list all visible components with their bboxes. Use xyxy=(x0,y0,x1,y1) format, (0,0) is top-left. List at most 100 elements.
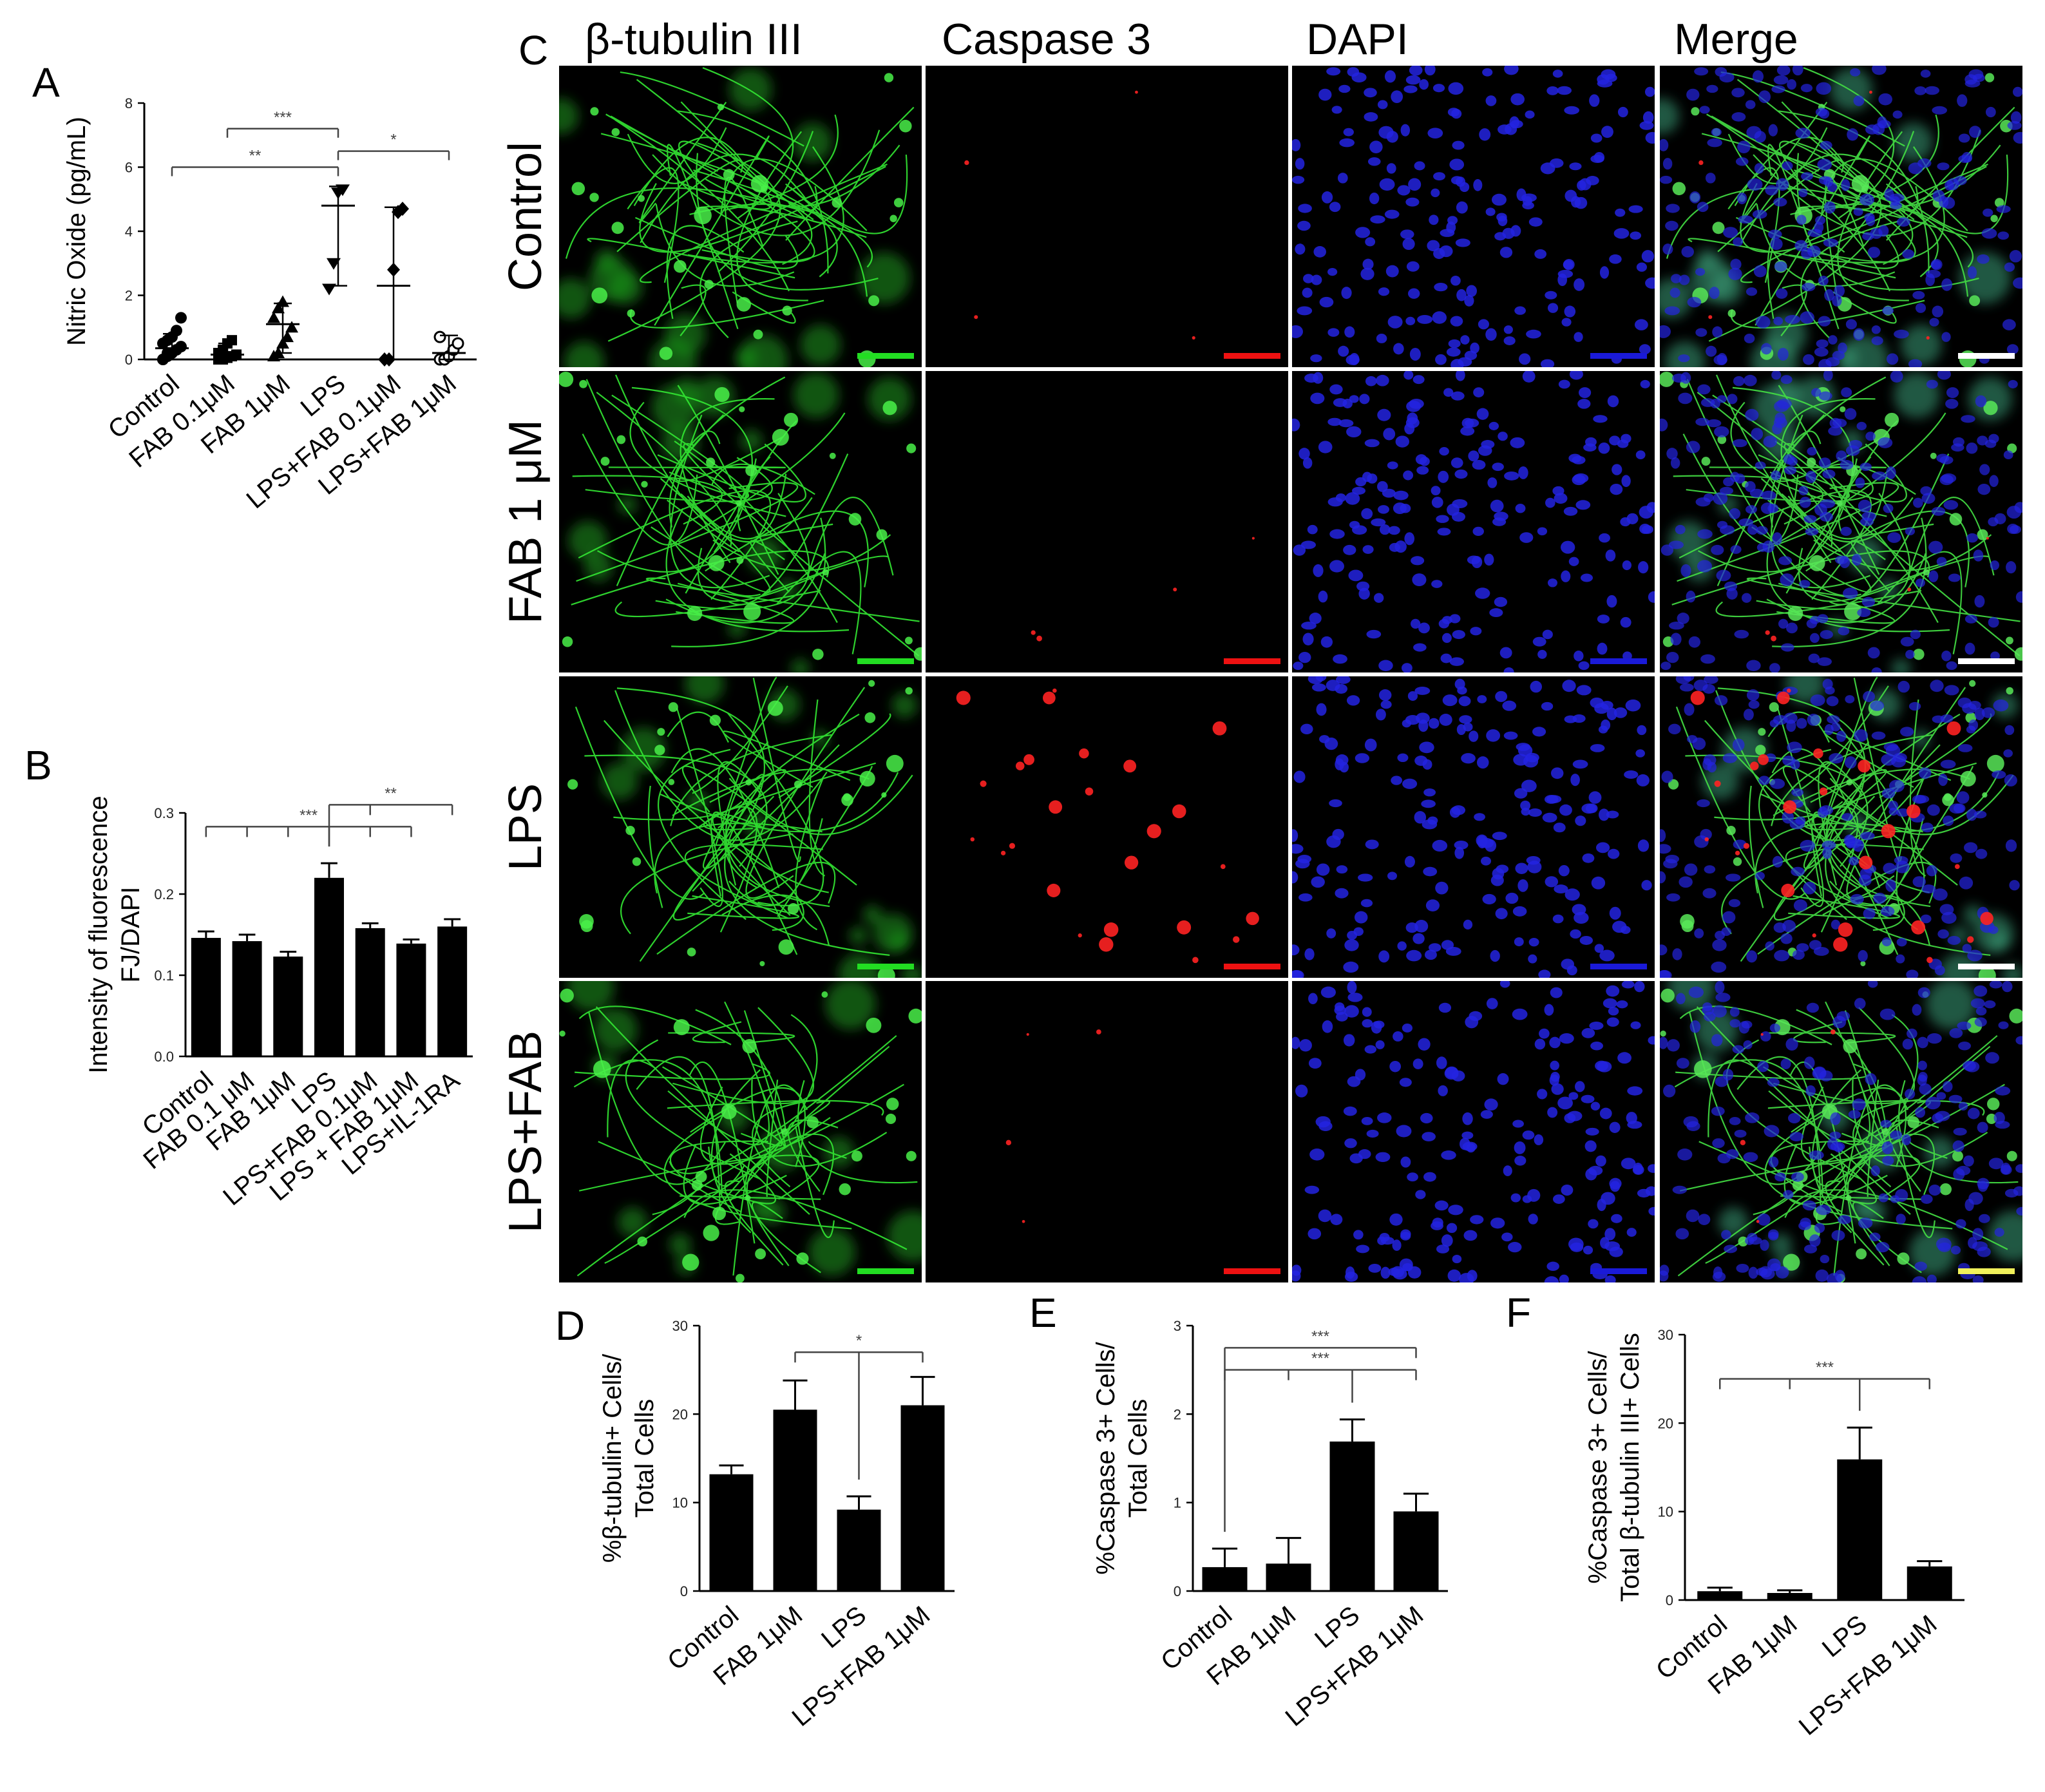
micrograph-cell-r2-c0 xyxy=(559,676,922,978)
scale-bar xyxy=(1590,964,1647,969)
scale-bar xyxy=(1590,1268,1647,1274)
svg-text:*: * xyxy=(856,1332,862,1349)
column-header-1: Caspase 3 xyxy=(942,15,1151,64)
svg-text:***: *** xyxy=(274,109,292,126)
y-tick-label: 0.2 xyxy=(154,886,174,902)
bar xyxy=(273,957,303,1056)
y-tick-label: 4 xyxy=(125,224,133,240)
bar xyxy=(709,1474,754,1591)
scale-bar xyxy=(1958,353,2015,359)
scale-bar xyxy=(1958,658,2015,664)
column-header-0: β-tubulin III xyxy=(585,15,803,64)
y-axis-label: Total Cells xyxy=(631,1399,659,1518)
significance-bracket: ** xyxy=(171,148,339,176)
micrograph-cell-r3-c0 xyxy=(559,981,922,1282)
data-point xyxy=(452,337,464,350)
data-point xyxy=(322,283,336,296)
y-axis-label: Total Cells xyxy=(1124,1399,1152,1518)
bar xyxy=(1393,1511,1439,1591)
micrograph-cell-r0-c0 xyxy=(559,66,922,367)
significance-bracket: *** xyxy=(226,109,339,138)
scale-bar xyxy=(857,658,914,664)
micrograph-cell-r1-c1 xyxy=(926,371,1288,672)
bar xyxy=(1697,1591,1743,1600)
data-point xyxy=(327,258,341,270)
y-tick-label: 0 xyxy=(1666,1592,1673,1608)
scale-bar xyxy=(1224,1268,1280,1274)
y-tick-label: 10 xyxy=(1658,1504,1673,1520)
row-header-0: Control xyxy=(500,142,551,291)
svg-text:***: *** xyxy=(1311,1350,1329,1368)
scale-bar xyxy=(1224,658,1280,664)
y-axis-label: Nitric Oxide (pg/mL) xyxy=(62,117,91,346)
y-tick-label: 6 xyxy=(125,160,133,176)
micrograph-cell-r1-c3 xyxy=(1660,371,2022,672)
y-axis-label: %β-tubulin+ Cells/ xyxy=(598,1353,627,1563)
y-tick-label: 30 xyxy=(672,1318,688,1334)
row-header-2: LPS xyxy=(500,783,551,871)
micrograph-cell-r2-c2 xyxy=(1292,676,1655,978)
panel-letter-f: F xyxy=(1506,1290,1531,1336)
y-tick-label: 1 xyxy=(1174,1495,1181,1511)
panel-letter-c: C xyxy=(518,27,548,73)
y-tick-label: 3 xyxy=(1174,1318,1181,1334)
data-point xyxy=(162,347,173,359)
data-point xyxy=(267,311,280,323)
y-tick-label: 30 xyxy=(1658,1327,1673,1343)
column-header-3: Merge xyxy=(1674,15,1798,64)
column-header-2: DAPI xyxy=(1306,15,1409,64)
significance-bracket: * xyxy=(794,1332,924,1480)
micrograph-cell-r3-c3 xyxy=(1660,981,2022,1282)
bar xyxy=(232,941,262,1056)
y-axis-label: FJ/DAPI xyxy=(117,887,145,983)
micrograph-cell-r1-c2 xyxy=(1292,371,1655,672)
y-tick-label: 0.0 xyxy=(154,1049,174,1065)
panel-letter-d: D xyxy=(555,1302,585,1349)
data-point xyxy=(281,330,294,343)
y-tick-label: 20 xyxy=(1658,1415,1673,1431)
y-tick-label: 2 xyxy=(1174,1406,1181,1422)
bar xyxy=(1767,1593,1812,1600)
data-point xyxy=(336,184,350,196)
data-point xyxy=(175,341,187,353)
y-axis-label: Intensity of fluorescence xyxy=(84,796,113,1073)
y-tick-label: 8 xyxy=(125,95,133,111)
row-header-1: FAB 1 μM xyxy=(500,419,551,624)
svg-text:**: ** xyxy=(249,148,262,165)
micrograph-cell-r0-c1 xyxy=(926,66,1288,367)
bar xyxy=(900,1405,945,1591)
scale-bar xyxy=(1590,353,1647,359)
scale-bar xyxy=(857,1268,914,1274)
micrograph-cell-r2-c1 xyxy=(926,676,1288,978)
significance-bracket: ** xyxy=(328,785,453,847)
micrograph-cell-r1-c0 xyxy=(559,371,922,672)
bar xyxy=(773,1409,817,1591)
panel-letter-e: E xyxy=(1029,1290,1057,1336)
panel-letter-b: B xyxy=(24,742,52,788)
y-tick-label: 0 xyxy=(1174,1583,1181,1599)
bar xyxy=(1837,1459,1883,1600)
bar xyxy=(314,877,344,1056)
scale-bar xyxy=(1224,964,1280,969)
data-point xyxy=(285,321,298,333)
data-point xyxy=(175,312,187,324)
y-axis-label: %Caspase 3+ Cells/ xyxy=(1092,1341,1120,1574)
y-tick-label: 0.3 xyxy=(154,805,174,821)
panel-letters: A B C D E F xyxy=(24,27,1531,1349)
data-point xyxy=(433,330,446,343)
y-tick-label: 0 xyxy=(125,352,133,368)
svg-text:**: ** xyxy=(385,785,397,802)
scale-bar xyxy=(857,964,914,969)
svg-text:***: *** xyxy=(300,806,318,824)
y-tick-label: 20 xyxy=(672,1406,688,1422)
row-header-3: LPS+FAB xyxy=(500,1031,551,1233)
bar xyxy=(1266,1563,1311,1591)
bar xyxy=(1907,1566,1952,1600)
scale-bar xyxy=(1224,353,1280,359)
